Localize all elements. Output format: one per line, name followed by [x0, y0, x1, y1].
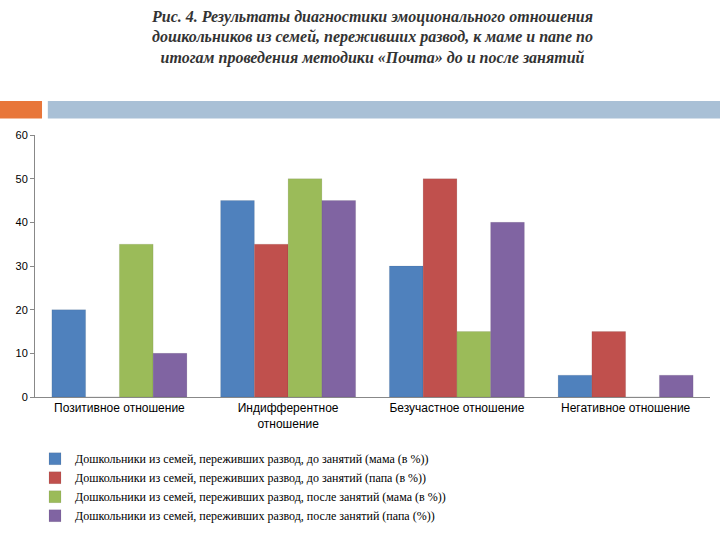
svg-text:Безучастное отношение: Безучастное отношение	[389, 401, 524, 415]
svg-text:40: 40	[16, 216, 28, 228]
svg-text:30: 30	[16, 260, 28, 272]
svg-text:Дошкольники из семей, переживш: Дошкольники из семей, переживших развод,…	[75, 509, 435, 523]
svg-text:Позитивное отношение: Позитивное отношение	[54, 401, 185, 415]
svg-text:10: 10	[16, 347, 28, 359]
svg-text:Индифферентноеотношение: Индифферентноеотношение	[238, 401, 339, 431]
svg-text:Дошкольники из семей, переживш: Дошкольники из семей, переживших развод,…	[75, 452, 428, 466]
svg-text:20: 20	[16, 304, 28, 316]
svg-text:Дошкольники из семей, переживш: Дошкольники из семей, переживших развод,…	[75, 490, 446, 504]
svg-text:Рис. 4. Результаты диагностики: Рис. 4. Результаты диагностики эмоционал…	[151, 8, 593, 68]
svg-text:Негативное отношение: Негативное отношение	[561, 401, 691, 415]
svg-text:50: 50	[16, 173, 28, 185]
svg-text:0: 0	[22, 391, 28, 403]
svg-text:60: 60	[16, 129, 28, 141]
svg-text:Дошкольники из семей, переживш: Дошкольники из семей, переживших развод,…	[75, 471, 426, 485]
